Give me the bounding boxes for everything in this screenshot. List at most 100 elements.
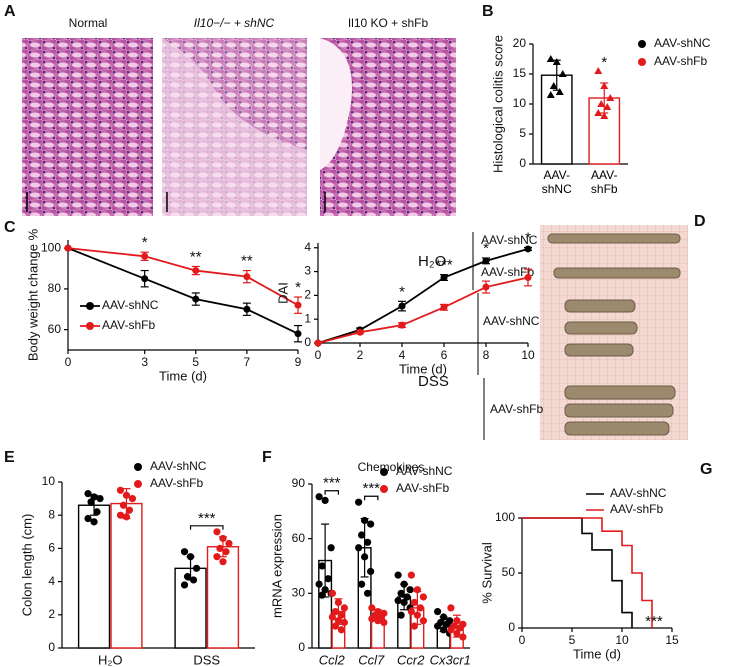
x-tick-label-box: AAV-shNC bbox=[542, 168, 572, 196]
data-point bbox=[355, 544, 363, 552]
y-tick-label: 60 bbox=[292, 531, 306, 545]
data-point bbox=[314, 339, 322, 347]
y-tick-label: 100 bbox=[495, 510, 515, 524]
series-line bbox=[317, 276, 529, 344]
legend-marker bbox=[380, 468, 388, 476]
x-tick-label: Ccr2 bbox=[397, 652, 425, 667]
group-label: AAV-shNC bbox=[483, 314, 540, 328]
panel-letter: D bbox=[694, 213, 706, 230]
data-point bbox=[358, 531, 366, 539]
significance: * bbox=[295, 279, 301, 296]
x-tick-label: DSS bbox=[193, 652, 220, 667]
data-point bbox=[93, 508, 101, 516]
data-point bbox=[84, 514, 92, 523]
data-point bbox=[558, 70, 567, 77]
data-point bbox=[192, 564, 201, 572]
histology-space bbox=[320, 38, 352, 170]
x-tick-label: AAV-shFb bbox=[590, 168, 618, 196]
x-tick-label: 10 bbox=[615, 633, 629, 647]
legend-marker bbox=[134, 480, 142, 488]
data-point bbox=[328, 589, 336, 597]
colon-photo: H₂O DSS AAV-shNC AAV-shFb AAV-shNC AAV-s… bbox=[418, 225, 688, 440]
bar bbox=[77, 504, 111, 649]
data-point bbox=[419, 593, 427, 601]
data-point bbox=[440, 303, 448, 311]
y-tick-label: 50 bbox=[502, 565, 516, 579]
data-point bbox=[122, 491, 131, 499]
group-label: AAV-shFb bbox=[481, 265, 534, 279]
histology-space bbox=[162, 38, 307, 216]
data-point bbox=[337, 626, 345, 634]
data-point bbox=[116, 511, 125, 519]
legend-label: AAV-shFb bbox=[396, 481, 449, 495]
data-point bbox=[213, 528, 221, 536]
significance: * bbox=[142, 234, 148, 251]
data-point bbox=[606, 94, 615, 101]
h2o-label: H₂O bbox=[418, 253, 446, 270]
y-tick-label: 10 bbox=[42, 474, 56, 488]
data-point bbox=[337, 611, 345, 619]
data-point bbox=[600, 82, 609, 89]
data-point bbox=[603, 103, 612, 110]
y-tick-label: 6 bbox=[48, 541, 55, 555]
data-point bbox=[546, 55, 555, 62]
data-point bbox=[334, 617, 342, 625]
data-point bbox=[447, 604, 455, 612]
data-point bbox=[192, 295, 200, 303]
data-point bbox=[219, 534, 227, 543]
data-point bbox=[183, 573, 192, 581]
data-point bbox=[340, 604, 348, 612]
data-point bbox=[318, 562, 326, 570]
data-point bbox=[440, 274, 448, 282]
x-tick-label: 7 bbox=[244, 355, 251, 369]
data-point bbox=[315, 493, 323, 501]
panel-letter: G bbox=[700, 461, 712, 478]
panel-letter: B bbox=[482, 3, 494, 20]
data-point bbox=[318, 591, 326, 599]
data-point bbox=[413, 611, 421, 619]
y-tick-label: 100 bbox=[41, 240, 61, 254]
data-point bbox=[324, 575, 332, 583]
y-tick-label: 0 bbox=[48, 640, 55, 654]
data-point bbox=[364, 589, 372, 597]
data-point bbox=[555, 88, 564, 95]
data-point bbox=[419, 617, 427, 625]
y-axis-label: % Survival bbox=[479, 542, 494, 604]
y-tick-label: 2 bbox=[304, 288, 311, 302]
legend-label: AAV-shNC bbox=[610, 486, 667, 500]
data-point bbox=[90, 518, 98, 526]
data-point bbox=[368, 604, 376, 612]
y-tick-label: 80 bbox=[48, 281, 62, 295]
data-point bbox=[243, 273, 251, 281]
data-point bbox=[192, 267, 200, 275]
y-tick-label: 30 bbox=[292, 586, 306, 600]
group-label: AAV-shFb bbox=[490, 402, 543, 416]
data-point bbox=[400, 580, 408, 588]
data-point bbox=[128, 495, 137, 503]
colon bbox=[564, 321, 638, 335]
data-point bbox=[407, 607, 415, 616]
data-point bbox=[364, 538, 372, 546]
significance: ** bbox=[190, 248, 202, 265]
significance: * bbox=[525, 229, 531, 246]
data-point bbox=[294, 330, 302, 338]
data-point bbox=[225, 539, 233, 548]
data-point bbox=[394, 597, 402, 605]
data-point bbox=[410, 598, 418, 607]
colon bbox=[547, 233, 681, 244]
y-tick-label: 60 bbox=[48, 322, 62, 336]
data-point bbox=[122, 513, 131, 521]
data-point bbox=[327, 544, 335, 552]
legend-label: AAV-shFb bbox=[654, 54, 707, 68]
legend-label: AAV-shFb bbox=[150, 476, 203, 490]
data-point bbox=[186, 553, 195, 561]
x-tick-label: 2 bbox=[357, 348, 364, 362]
data-point bbox=[356, 328, 364, 336]
data-point bbox=[413, 586, 421, 594]
y-tick-label: 5 bbox=[519, 126, 526, 140]
x-tick-label: 3 bbox=[141, 355, 148, 369]
y-tick-label: 20 bbox=[513, 36, 527, 50]
data-point bbox=[358, 580, 366, 588]
data-point bbox=[459, 633, 467, 641]
